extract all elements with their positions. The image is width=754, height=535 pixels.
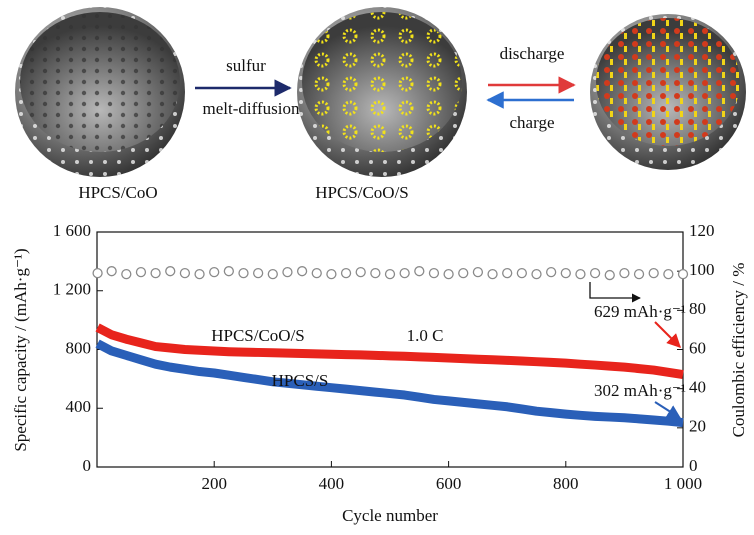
efficiency-point <box>209 266 220 278</box>
efficiency-point <box>648 267 659 279</box>
efficiency-point <box>619 267 630 279</box>
efficiency-point <box>311 267 322 279</box>
efficiency-point <box>326 268 337 280</box>
efficiency-point <box>443 268 454 280</box>
efficiency-point <box>575 268 586 280</box>
y-tick-label: 0 <box>83 456 92 475</box>
x-axis-label: Cycle number <box>342 506 438 525</box>
efficiency-point <box>106 266 117 277</box>
x-tick-label: 800 <box>553 474 579 493</box>
material-label: HPCS/CoO/S <box>315 183 409 202</box>
sphere <box>297 7 467 177</box>
annotation: 1.0 C <box>407 326 444 345</box>
efficiency-point <box>355 266 366 278</box>
efficiency-point <box>252 267 264 279</box>
efficiency-point <box>472 266 484 278</box>
efficiency-point <box>121 268 132 280</box>
annotation: 629 mAh·g⁻¹ <box>594 302 686 321</box>
material-label: HPCS/CoO <box>78 183 157 202</box>
step-label: discharge <box>500 44 565 63</box>
y2-axis-label: Coulombic efficiency / % <box>729 263 748 438</box>
series-label: HPCS/S <box>272 371 329 390</box>
efficiency-point <box>589 267 601 279</box>
y2-tick-label: 60 <box>689 338 706 357</box>
series-label: HPCS/CoO/S <box>211 326 305 345</box>
efficiency-point <box>179 267 191 279</box>
efficiency-point <box>370 267 381 279</box>
x-tick-label: 200 <box>201 474 227 493</box>
capacity-line <box>95 323 684 380</box>
y-tick-label: 1 200 <box>53 280 91 299</box>
efficiency-point <box>135 266 147 278</box>
efficiency-point <box>282 266 293 278</box>
efficiency-point <box>560 267 571 279</box>
y-axis-label: Specific capacity / (mAh·g⁻¹) <box>11 248 30 451</box>
efficiency-point <box>633 268 645 280</box>
efficiency-point <box>384 268 396 280</box>
efficiency-point <box>546 266 557 278</box>
efficiency-point <box>604 269 615 281</box>
schematic: sulfur melt-diffusion discharge charge H… <box>15 7 746 202</box>
efficiency-point <box>165 266 176 277</box>
y-tick-label: 400 <box>66 397 92 416</box>
x-tick-label: 1 000 <box>664 474 702 493</box>
efficiency-point <box>487 268 498 280</box>
y2-tick-label: 20 <box>689 417 706 436</box>
y2-tick-label: 0 <box>689 456 698 475</box>
efficiency-point <box>516 267 527 279</box>
efficiency-point <box>414 266 425 277</box>
efficiency-point <box>502 267 513 279</box>
y2-tick-label: 100 <box>689 260 715 279</box>
efficiency-point <box>399 267 410 279</box>
efficiency-point <box>296 266 308 277</box>
efficiency-point <box>223 266 235 277</box>
efficiency-point <box>677 268 689 280</box>
efficiency-point <box>150 267 161 279</box>
arrow <box>654 321 681 348</box>
x-tick-label: 600 <box>436 474 462 493</box>
efficiency-point <box>340 267 352 279</box>
y2-tick-label: 40 <box>689 378 706 397</box>
arrow <box>654 401 682 419</box>
step-label: sulfur <box>226 56 266 75</box>
chart: Cycle number Specific capacity / (mAh·g⁻… <box>11 221 748 525</box>
efficiency-point <box>428 267 440 279</box>
efficiency-point <box>92 267 103 279</box>
annotation: 302 mAh·g⁻¹ <box>594 381 686 400</box>
x-tick-label: 400 <box>319 474 345 493</box>
sphere <box>590 14 746 170</box>
efficiency-point <box>238 267 249 279</box>
efficiency-point <box>531 268 542 280</box>
capacity-line <box>95 339 684 428</box>
y2-tick-label: 80 <box>689 299 706 318</box>
efficiency-point <box>458 267 469 279</box>
sphere <box>15 7 185 177</box>
y2-tick-label: 120 <box>689 221 715 240</box>
efficiency-point <box>194 268 205 280</box>
efficiency-point <box>663 268 674 280</box>
step-label: melt-diffusion <box>203 99 300 118</box>
y-tick-label: 1 600 <box>53 221 91 240</box>
arrow <box>589 282 641 303</box>
efficiency-point <box>267 268 278 280</box>
step-label: charge <box>510 113 555 132</box>
y-tick-label: 800 <box>66 338 92 357</box>
